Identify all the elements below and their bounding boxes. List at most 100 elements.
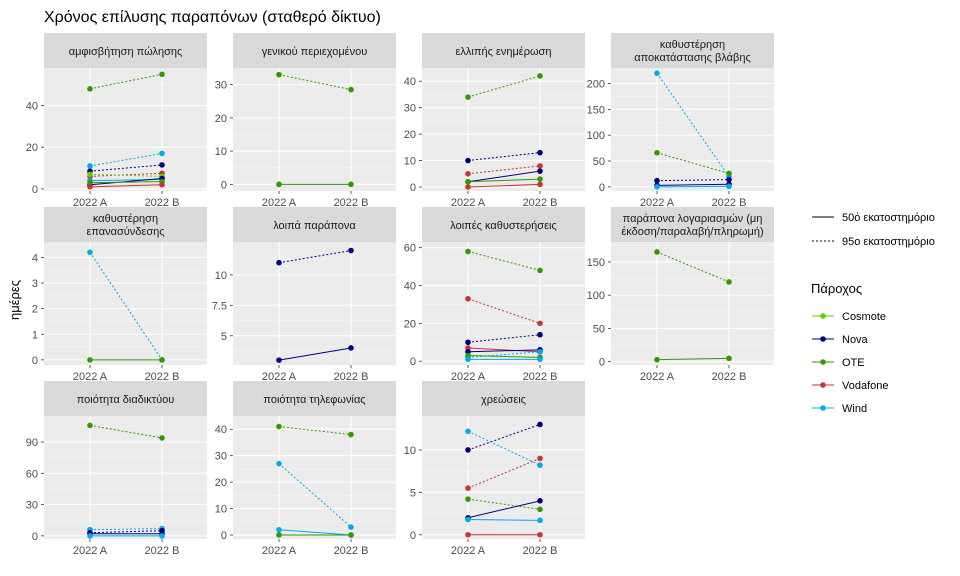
data-point-nova-p95 bbox=[537, 421, 543, 428]
y-tick-label: 50 bbox=[593, 156, 605, 168]
series-line-vodafone-p50 bbox=[467, 347, 541, 353]
facet-title: χρεώσεις bbox=[481, 394, 526, 406]
data-point-vodafone-p95 bbox=[537, 163, 543, 169]
data-point-vodafone-p50 bbox=[537, 531, 543, 538]
data-point-ote-p95 bbox=[465, 94, 471, 100]
y-tick-label: 40 bbox=[215, 424, 227, 436]
data-point-wind-p95 bbox=[537, 462, 543, 469]
data-point-nova-p50 bbox=[537, 168, 543, 174]
plot-background bbox=[422, 242, 585, 365]
data-point-ote-p95 bbox=[465, 248, 471, 255]
series-line-wind-p95 bbox=[656, 72, 730, 177]
facet-title: λοιπά παράπονα bbox=[273, 220, 356, 232]
y-tick-label: 0 bbox=[221, 530, 227, 542]
series-line-wind-p95 bbox=[89, 251, 163, 361]
x-tick-label: 2022 B bbox=[712, 371, 747, 383]
x-tick-label: 2022 B bbox=[145, 545, 180, 557]
x-tick-label: 2022 B bbox=[523, 197, 558, 209]
y-tick-label: 7.5 bbox=[212, 300, 227, 312]
legend-key-point bbox=[820, 382, 826, 388]
y-tick-label: 0 bbox=[410, 530, 416, 542]
y-tick-label: 30 bbox=[215, 451, 227, 463]
y-axis-label: ημέρες bbox=[7, 280, 22, 320]
plot-background bbox=[233, 68, 396, 191]
legend-linetype-label: 95ο εκατοστημόριο bbox=[842, 236, 935, 248]
plot-background bbox=[422, 416, 585, 539]
y-tick-label: 0 bbox=[599, 357, 605, 369]
legend-label: Wind bbox=[842, 403, 867, 415]
data-point-wind-p50 bbox=[654, 184, 660, 190]
series-line-ote-p95 bbox=[278, 74, 352, 91]
data-point-wind-p50 bbox=[537, 517, 543, 524]
plot-background bbox=[44, 242, 207, 365]
data-point-nova-p95 bbox=[537, 331, 543, 338]
x-tick-label: 2022 A bbox=[451, 197, 486, 209]
y-tick-label: 30 bbox=[404, 103, 416, 115]
facet-title: αποκατάστασης βλάβης bbox=[634, 52, 751, 64]
facet-title: επανασύνδεσης bbox=[86, 226, 164, 238]
facet-strip bbox=[233, 381, 396, 416]
plot-background bbox=[44, 416, 207, 539]
facet-title: έκδοση/παραλαβή/πληρωμή) bbox=[621, 226, 763, 238]
data-point-wind-p50 bbox=[159, 533, 165, 539]
y-tick-label: 10 bbox=[404, 156, 416, 168]
series-line-ote-p95 bbox=[467, 498, 541, 510]
series-line-nova-p95 bbox=[89, 530, 163, 534]
series-line-ote-p95 bbox=[89, 73, 163, 90]
series-line-nova-p95 bbox=[89, 164, 163, 172]
data-point-ote-p95 bbox=[537, 267, 543, 274]
series-line-nova-p50 bbox=[467, 500, 541, 519]
y-tick-label: 0 bbox=[32, 531, 38, 543]
data-point-ote-p50 bbox=[537, 176, 543, 182]
data-point-ote-p50 bbox=[276, 532, 282, 538]
series-line-wind-p50 bbox=[656, 185, 730, 188]
y-tick-label: 10 bbox=[215, 146, 227, 158]
facet-strip bbox=[422, 207, 585, 242]
facet-panel: αμφισβήτηση πώλησης 0 20 40 2022 A 2022 B bbox=[26, 33, 207, 209]
series-line-vodafone-p95 bbox=[89, 172, 163, 177]
data-point-ote-p95 bbox=[87, 86, 93, 92]
data-point-wind-p95 bbox=[87, 249, 93, 256]
data-point-wind-p95 bbox=[348, 524, 354, 530]
y-tick-label: 30 bbox=[26, 500, 38, 512]
y-tick-label: 0 bbox=[599, 182, 605, 194]
y-tick-label: 150 bbox=[587, 257, 605, 269]
data-point-vodafone-p50 bbox=[159, 181, 165, 188]
facet-panel: ελλιπής ενημέρωση 0 10 20 30 40 2022 A 2022 B bbox=[404, 33, 585, 209]
facet-strip bbox=[44, 33, 207, 68]
facet-strip bbox=[422, 381, 585, 416]
series-line-wind-p95 bbox=[467, 430, 541, 466]
data-point-wind-p95 bbox=[159, 150, 165, 157]
data-point-wind-p50 bbox=[726, 183, 732, 190]
data-point-wind-p50 bbox=[537, 356, 543, 363]
x-tick-label: 2022 B bbox=[334, 371, 369, 383]
y-tick-label: 10 bbox=[215, 504, 227, 516]
facet-panel: παράπονα λογαριασμών (μηέκδοση/παραλαβή/… bbox=[587, 207, 774, 383]
facet-panel: γενικού περιεχομένου 0 10 20 30 2022 A 2022 B bbox=[215, 33, 396, 209]
data-point-vodafone-p95 bbox=[465, 171, 471, 177]
y-tick-label: 5 bbox=[410, 487, 416, 499]
data-point-nova-p95 bbox=[726, 176, 732, 183]
data-point-ote-p95 bbox=[276, 71, 282, 78]
facet-panel: λοιπά παράπονα 5 7.5 10 2022 A 2022 B bbox=[212, 207, 396, 383]
series-line-nova-p50 bbox=[278, 347, 352, 361]
x-tick-label: 2022 A bbox=[73, 197, 108, 209]
facet-panel: λοιπές καθυστερήσεις 0 20 40 60 2022 A 2022 B bbox=[404, 207, 585, 383]
x-tick-label: 2022 A bbox=[451, 545, 486, 557]
plot-background bbox=[422, 68, 585, 191]
x-tick-label: 2022 A bbox=[73, 371, 108, 383]
x-tick-label: 2022 A bbox=[262, 371, 297, 383]
x-tick-label: 2022 A bbox=[262, 197, 297, 209]
legend-key-point bbox=[820, 359, 826, 365]
series-line-ote-p95 bbox=[278, 426, 352, 436]
y-tick-label: 100 bbox=[587, 130, 605, 142]
data-point-vodafone-p95 bbox=[465, 485, 471, 491]
legend-title: Πάροχος bbox=[811, 281, 862, 296]
series-line-wind-p50 bbox=[467, 518, 541, 521]
plot-background bbox=[233, 242, 396, 365]
facet-title: λοιπές καθυστερήσεις bbox=[450, 220, 556, 232]
y-tick-label: 60 bbox=[404, 243, 416, 255]
facet-title: ελλιπής ενημέρωση bbox=[456, 46, 552, 58]
